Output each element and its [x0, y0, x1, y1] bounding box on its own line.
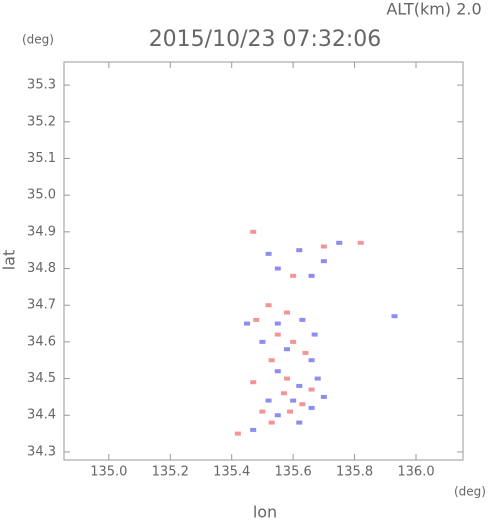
x-tick-label: 135.6 [275, 465, 312, 480]
echo-point [320, 244, 327, 249]
echo-point [244, 321, 251, 326]
x-tick-label: 136.0 [397, 465, 434, 480]
echo-point [274, 369, 281, 374]
echo-point [265, 303, 272, 308]
echo-point [336, 240, 343, 245]
echo-point [314, 376, 321, 381]
echo-point [296, 420, 303, 425]
echo-point [296, 248, 303, 253]
echo-point [268, 358, 275, 363]
y-tick-label: 34.6 [27, 334, 56, 349]
echo-point [391, 314, 398, 319]
y-tick-label: 35.2 [27, 114, 56, 129]
echo-point [308, 387, 315, 392]
echo-point [299, 317, 306, 322]
echo-point [253, 317, 260, 322]
echo-point [283, 310, 290, 315]
echo-point [274, 321, 281, 326]
y-tick-label: 34.5 [27, 371, 56, 386]
x-tick-label: 135.2 [152, 465, 189, 480]
echo-point [280, 391, 287, 396]
echo-point [311, 332, 318, 337]
plot-frame [63, 61, 464, 461]
echo-point [274, 332, 281, 337]
echo-point [302, 350, 309, 355]
echo-point [259, 339, 266, 344]
y-unit: (deg) [22, 33, 54, 47]
echo-point [265, 398, 272, 403]
chart-title: 2015/10/23 07:32:06 [149, 27, 382, 52]
echo-point [283, 347, 290, 352]
echo-point [250, 427, 257, 432]
echo-point [320, 259, 327, 264]
echo-point [274, 266, 281, 271]
echo-point [308, 358, 315, 363]
y-tick-label: 34.3 [27, 444, 56, 459]
echo-point [250, 229, 257, 234]
y-tick-label: 35.1 [27, 151, 56, 166]
y-axis-label: lat [0, 250, 19, 271]
echo-point [308, 405, 315, 410]
y-tick-label: 34.9 [27, 224, 56, 239]
echo-point [283, 376, 290, 381]
echo-point [320, 394, 327, 399]
y-tick-label: 34.4 [27, 408, 56, 423]
x-tick-label: 135.8 [336, 465, 373, 480]
echo-point [299, 402, 306, 407]
y-tick-label: 35.0 [27, 188, 56, 203]
echo-point [290, 398, 297, 403]
echo-point [265, 251, 272, 256]
altitude-label: ALT(km) 2.0 [386, 0, 481, 19]
echo-point [308, 273, 315, 278]
echo-point [234, 431, 241, 436]
x-axis-label: lon [253, 503, 277, 521]
echo-point [357, 240, 364, 245]
echo-point [274, 413, 281, 418]
echo-point [259, 409, 266, 414]
echo-point [290, 273, 297, 278]
x-tick-label: 135.4 [213, 465, 250, 480]
y-tick-label: 34.8 [27, 261, 56, 276]
y-tick-label: 35.3 [27, 78, 56, 93]
echo-point [290, 339, 297, 344]
x-unit: (deg) [454, 485, 486, 499]
echo-point [250, 380, 257, 385]
echo-point [296, 383, 303, 388]
y-tick-label: 34.7 [27, 298, 56, 313]
echo-point [287, 409, 294, 414]
x-tick-label: 135.0 [90, 465, 127, 480]
echo-point [268, 420, 275, 425]
